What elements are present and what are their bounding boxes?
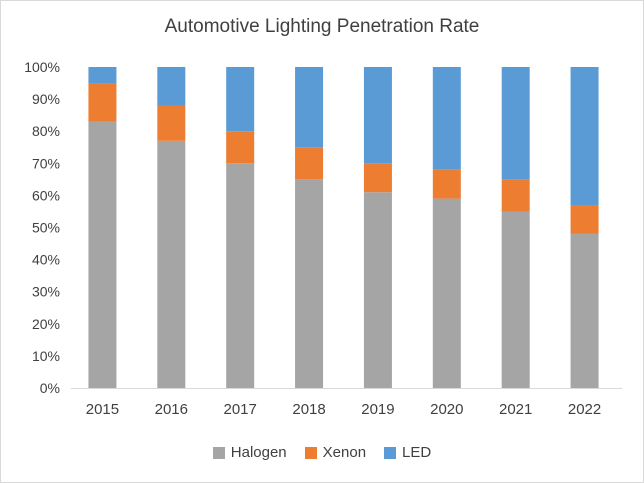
legend: Halogen Xenon LED [0,444,644,461]
bar-segment-halogen-2016 [157,140,186,388]
x-tick-label: 2017 [224,401,257,418]
bar-segment-led-2019 [363,67,392,164]
y-tick-label: 60% [32,187,60,203]
bar-segment-led-2017 [226,67,255,132]
bar-segment-halogen-2019 [363,192,392,388]
bar-segment-led-2021 [501,67,530,180]
bar-segment-led-2018 [295,67,324,148]
bar-segment-halogen-2017 [226,163,255,388]
bar-segment-xenon-2022 [570,205,599,234]
x-tick-label: 2018 [292,401,325,418]
legend-label-led: LED [402,444,432,461]
bars [88,67,599,388]
legend-item-halogen: Halogen [212,444,287,461]
legend-swatch-halogen [212,446,225,459]
y-axis: 0% 10% 20% 30% 40% 50% 60% 70% 80% 90% 100% [24,59,60,396]
legend-label-xenon: Xenon [322,444,367,461]
bar-segment-halogen-2015 [88,121,117,388]
bar-segment-xenon-2015 [88,83,117,122]
bar-segment-led-2022 [570,67,599,206]
x-tick-label: 2020 [430,401,463,418]
x-tick-label: 2022 [568,401,601,418]
legend-swatch-xenon [304,446,317,459]
y-tick-label: 90% [32,91,60,107]
bar-segment-xenon-2016 [157,105,186,141]
bar-segment-led-2015 [88,67,117,84]
bar-segment-led-2016 [157,67,186,106]
bar-segment-halogen-2018 [295,179,324,388]
y-tick-label: 30% [32,284,60,300]
y-tick-label: 40% [32,252,60,268]
bar-segment-halogen-2020 [432,198,461,388]
y-tick-label: 70% [32,155,60,171]
y-tick-label: 0% [40,380,60,396]
y-tick-label: 20% [32,316,60,332]
y-tick-label: 80% [32,123,60,139]
bar-segment-halogen-2022 [570,233,599,388]
bar-segment-xenon-2021 [501,179,530,212]
bar-segment-xenon-2018 [295,147,324,180]
x-tick-label: 2019 [361,401,394,418]
legend-label-halogen: Halogen [230,444,287,461]
bar-segment-xenon-2017 [226,131,255,164]
y-tick-label: 50% [32,220,60,236]
bar-segment-led-2020 [432,67,461,170]
chart-title: Automotive Lighting Penetration Rate [164,16,480,37]
bar-segment-xenon-2019 [363,163,392,193]
x-tick-label: 2016 [155,401,188,418]
legend-swatch-led [384,446,397,459]
x-tick-label: 2015 [86,401,119,418]
legend-item-led: LED [384,444,431,461]
legend-item-xenon: Xenon [304,444,367,461]
y-tick-label: 100% [24,59,60,75]
x-tick-label: 2021 [499,401,532,418]
y-tick-label: 10% [32,348,60,364]
x-axis: 2015 2016 2017 2018 2019 2020 2021 2022 [86,401,602,418]
bar-segment-xenon-2020 [432,169,461,199]
bar-segment-halogen-2021 [501,211,530,388]
